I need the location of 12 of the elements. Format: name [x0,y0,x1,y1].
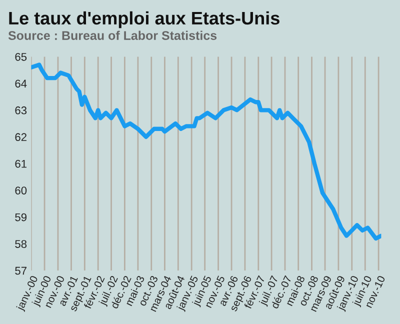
y-tick-label: 61 [15,160,26,168]
y-tick-label: 65 [15,52,27,61]
y-tick-label: 64 [15,80,27,88]
y-tick-label: 62 [15,133,26,142]
chart-title: Le taux d'emploi aux Etats-Unis [9,11,280,28]
line-series [31,62,382,241]
y-tick-label: 57 [15,266,26,275]
y-tick-label: 60 [15,186,27,194]
y-tick-label: 58 [15,240,27,248]
y-tick-label: 59 [15,213,27,222]
y-tick-label: 63 [15,106,27,114]
chart-subtitle: Source : Bureau of Labor Statistics [8,30,217,40]
